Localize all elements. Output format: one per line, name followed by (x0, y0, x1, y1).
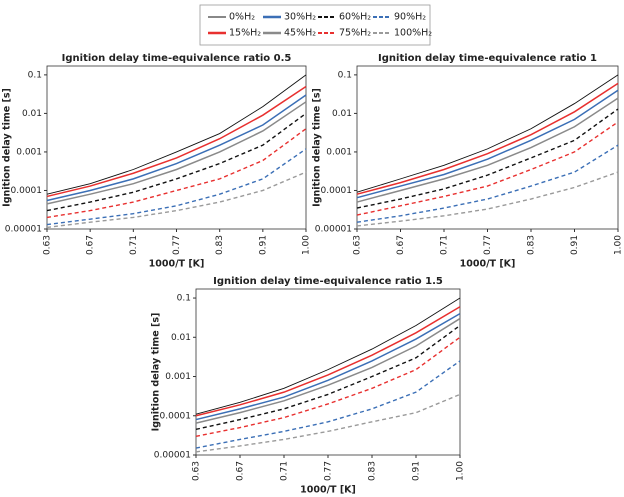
y-tick-label: 0.00001 (154, 451, 191, 461)
series-line (46, 128, 307, 219)
y-tick-label: 0.0001 (160, 411, 192, 421)
x-tick-label: 0.71 (440, 235, 450, 255)
legend-label: 60%H₂ (339, 12, 371, 23)
y-axis-label: Ignition delay time [s] (312, 88, 323, 207)
x-tick-label: 0.77 (483, 235, 493, 255)
series-line (356, 97, 619, 203)
series-line (46, 171, 307, 229)
legend-box (199, 4, 431, 46)
y-tick-label: 0.01 (332, 109, 352, 119)
chart-title: Ignition delay time-equivalence ratio 0.… (62, 53, 292, 64)
plot-frame (195, 288, 461, 456)
series-line (195, 360, 461, 449)
series-line (195, 297, 461, 415)
legend-label: 90%H₂ (394, 12, 426, 23)
y-tick-label: 0.001 (326, 147, 352, 157)
x-tick-label: 0.63 (192, 461, 202, 481)
series-line (195, 393, 461, 453)
x-tick-label: 1.00 (456, 461, 466, 481)
y-tick-label: 0.001 (165, 372, 191, 382)
series-line (195, 306, 461, 417)
x-tick-label: 0.63 (43, 235, 53, 255)
x-tick-label: 0.63 (353, 235, 363, 255)
legend-label: 100%H₂ (394, 28, 432, 39)
legend-label: 15%H₂ (229, 28, 261, 39)
legend-label: 75%H₂ (339, 28, 371, 39)
x-tick-label: 0.83 (527, 235, 537, 255)
series-line (46, 74, 307, 195)
series-line (195, 317, 461, 424)
series-line (356, 171, 619, 227)
x-tick-label: 0.71 (280, 461, 290, 481)
y-axis-label: Ignition delay time [s] (2, 88, 13, 207)
series-line (46, 112, 307, 212)
x-axis-label: 1000/T [K] (149, 259, 205, 270)
chart-title: Ignition delay time-equivalence ratio 1.… (213, 276, 443, 287)
series-line (356, 121, 619, 216)
series-line (356, 108, 619, 209)
chart-title: Ignition delay time-equivalence ratio 1 (378, 53, 597, 64)
x-tick-label: 0.91 (258, 235, 268, 255)
x-tick-label: 0.91 (570, 235, 580, 255)
x-tick-label: 1.00 (302, 235, 312, 255)
legend-label: 30%H₂ (284, 12, 316, 23)
y-tick-label: 0.1 (338, 70, 352, 80)
y-tick-label: 0.0001 (11, 186, 43, 196)
legend-label: 45%H₂ (284, 28, 316, 39)
x-tick-label: 0.67 (86, 235, 96, 255)
series-line (195, 324, 461, 431)
x-tick-label: 0.67 (236, 461, 246, 481)
y-tick-label: 0.00001 (5, 225, 42, 235)
x-tick-label: 1.00 (614, 235, 624, 255)
series-line (46, 85, 307, 198)
y-axis-label: Ignition delay time [s] (151, 313, 162, 432)
x-axis-label: 1000/T [K] (460, 259, 516, 270)
series-line (356, 82, 619, 195)
plot-frame (356, 65, 619, 230)
y-tick-label: 0.001 (16, 147, 42, 157)
x-tick-label: 0.77 (172, 235, 182, 255)
series-line (356, 144, 619, 223)
x-tick-label: 0.71 (129, 235, 139, 255)
y-tick-label: 0.0001 (321, 186, 353, 196)
y-tick-label: 0.01 (22, 109, 42, 119)
series-line (46, 101, 307, 205)
y-tick-label: 0.1 (177, 294, 191, 304)
y-tick-label: 0.1 (28, 70, 42, 80)
x-tick-label: 0.83 (215, 235, 225, 255)
plot-frame (46, 65, 307, 230)
x-tick-label: 0.77 (324, 461, 334, 481)
legend-label: 0%H₂ (229, 12, 255, 23)
x-tick-label: 0.91 (412, 461, 422, 481)
series-line (356, 89, 619, 199)
y-tick-label: 0.00001 (315, 225, 352, 235)
series-line (195, 313, 461, 421)
x-tick-label: 0.67 (396, 235, 406, 255)
series-line (46, 94, 307, 202)
x-axis-label: 1000/T [K] (300, 485, 356, 496)
y-tick-label: 0.01 (171, 333, 191, 343)
series-line (356, 74, 619, 193)
x-tick-label: 0.83 (368, 461, 378, 481)
series-line (46, 148, 307, 226)
series-line (195, 336, 461, 437)
